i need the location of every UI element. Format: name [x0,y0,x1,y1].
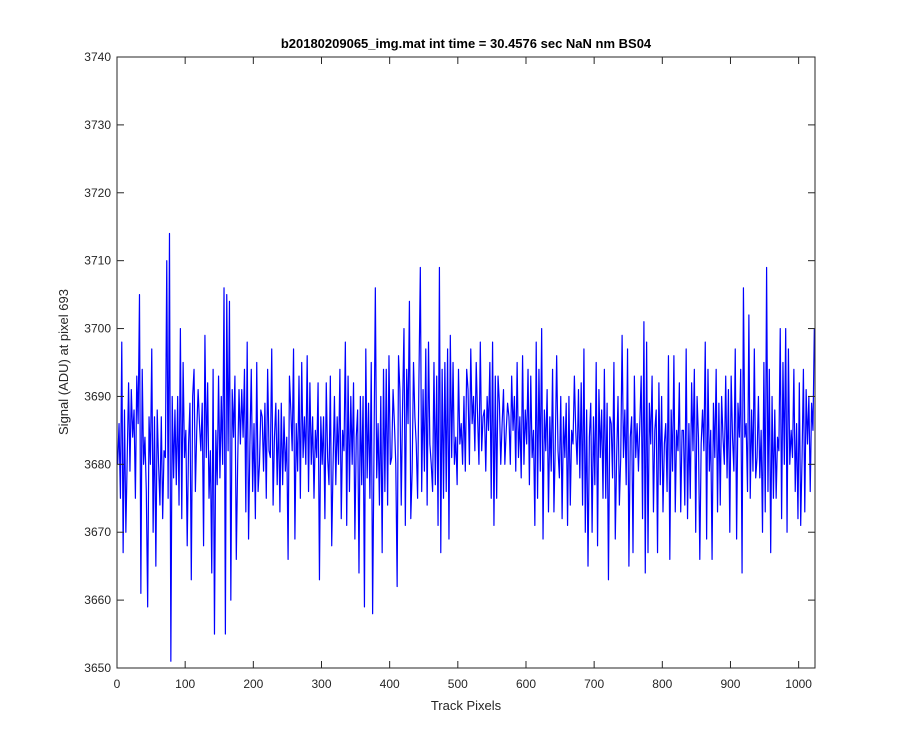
y-tick-label: 3670 [84,525,111,539]
y-tick-label: 3680 [84,457,111,471]
chart-title: b20180209065_img.mat int time = 30.4576 … [281,36,652,51]
x-tick-label: 600 [516,677,536,691]
y-tick-label: 3650 [84,661,111,675]
x-tick-label: 300 [311,677,331,691]
x-tick-label: 100 [175,677,195,691]
y-tick-label: 3730 [84,118,111,132]
x-tick-label: 0 [114,677,121,691]
plot-area [117,57,815,668]
y-tick-label: 3700 [84,322,111,336]
y-axis-label: Signal (ADU) at pixel 693 [56,289,71,435]
x-tick-label: 400 [380,677,400,691]
x-axis-label: Track Pixels [431,698,502,713]
x-tick-label: 800 [652,677,672,691]
x-tick-label: 1000 [785,677,812,691]
y-tick-label: 3720 [84,186,111,200]
axes-box [116,56,816,669]
x-tick-label: 500 [448,677,468,691]
y-tick-label: 3690 [84,389,111,403]
y-tick-label: 3740 [84,50,111,64]
x-tick-label: 700 [584,677,604,691]
x-tick-label: 200 [243,677,263,691]
ticks-layer: 0 100 200 300 400 500 600 700 800 900 1000 3650 3660… [84,50,815,691]
data-layer [117,232,815,662]
x-tick-label: 900 [720,677,740,691]
y-tick-label: 3710 [84,254,111,268]
series-line-0 [117,232,815,662]
y-tick-label: 3660 [84,593,111,607]
